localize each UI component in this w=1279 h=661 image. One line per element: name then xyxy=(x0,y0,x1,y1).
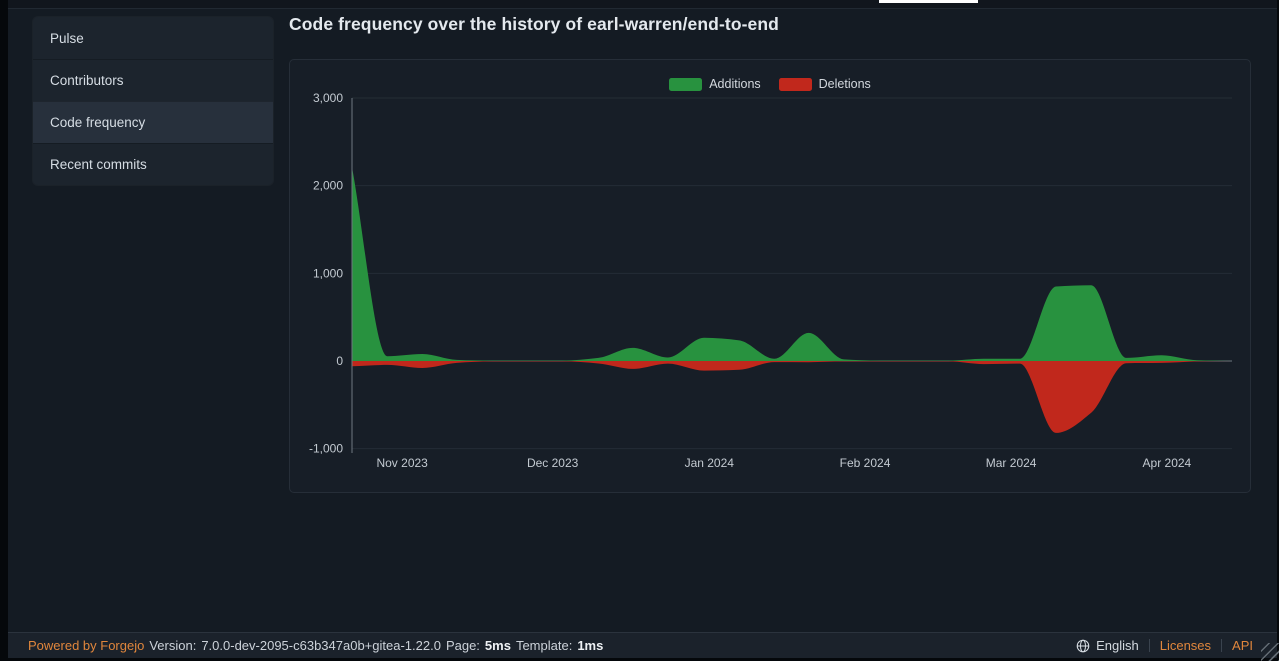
repo-nav-strip xyxy=(8,0,1277,9)
x-axis-label: Apr 2024 xyxy=(1143,456,1192,470)
sidebar-item-pulse[interactable]: Pulse xyxy=(50,30,84,46)
activity-sidebar-menu: Pulse Contributors Code frequency Recent co… xyxy=(33,17,273,185)
footer-divider xyxy=(1221,639,1223,652)
sidebar-item-code-frequency[interactable]: Code frequency xyxy=(33,101,273,143)
x-axis-label: Jan 2024 xyxy=(685,456,735,470)
version-value: 7.0.0-dev-2095-c63b347a0b+gitea-1.22.0 xyxy=(201,638,441,653)
template-time-value: 1ms xyxy=(577,638,604,653)
y-axis-label: 1,000 xyxy=(313,266,343,280)
footer-left: Powered by Forgejo Version: 7.0.0-dev-20… xyxy=(28,638,603,653)
footer-divider xyxy=(1148,639,1150,652)
chart-card: 3,000 2,000 1,000 0 -1,000 Nov 2023 Dec 2023 Ja… xyxy=(289,59,1251,493)
globe-icon xyxy=(1076,639,1090,652)
powered-by-forgejo-link[interactable]: Powered by Forgejo xyxy=(28,638,145,653)
legend-label: Deletions xyxy=(818,77,871,91)
legend-item-deletions[interactable]: Deletions xyxy=(778,77,871,91)
page-time-label: Page: xyxy=(445,638,480,653)
version-label: Version: xyxy=(149,638,197,653)
legend-label: Additions xyxy=(709,77,761,91)
y-axis-label: 2,000 xyxy=(313,179,343,193)
chart-legend: Additions Deletions xyxy=(290,77,1250,91)
sidebar-item-contributors[interactable]: Contributors xyxy=(33,59,273,101)
app-window: Pulse Contributors Code frequency Recent co… xyxy=(8,0,1277,658)
legend-item-additions[interactable]: Additions xyxy=(669,77,761,91)
licenses-link[interactable]: Licenses xyxy=(1159,638,1212,653)
page-time-value: 5ms xyxy=(484,638,511,653)
active-tab-underline[interactable] xyxy=(879,0,978,3)
resize-grip-icon xyxy=(1261,643,1279,661)
template-time-label: Template: xyxy=(515,638,573,653)
x-axis-label: Feb 2024 xyxy=(840,456,891,470)
x-axis-label: Dec 2023 xyxy=(527,456,579,470)
deletions-area xyxy=(352,361,1232,433)
legend-swatch-deletions xyxy=(778,77,812,91)
y-axis-label: 3,000 xyxy=(313,91,343,105)
y-axis-label: 0 xyxy=(336,354,343,368)
legend-swatch-additions xyxy=(669,77,703,91)
footer: Powered by Forgejo Version: 7.0.0-dev-20… xyxy=(8,632,1277,658)
api-link[interactable]: API xyxy=(1232,638,1253,653)
footer-right: English Licenses API xyxy=(1076,638,1253,653)
language-label: English xyxy=(1096,638,1139,653)
y-axis-label: -1,000 xyxy=(309,442,343,456)
page-title: Code frequency over the history of earl-… xyxy=(289,14,779,34)
sidebar-item-recent-commits[interactable]: Recent commits xyxy=(33,143,273,185)
x-axis-label: Mar 2024 xyxy=(986,456,1037,470)
additions-area xyxy=(352,167,1232,361)
x-axis-label: Nov 2023 xyxy=(376,456,428,470)
code-frequency-chart[interactable]: 3,000 2,000 1,000 0 -1,000 Nov 2023 Dec 2023 Ja… xyxy=(290,60,1250,492)
language-selector[interactable]: English xyxy=(1076,638,1139,653)
